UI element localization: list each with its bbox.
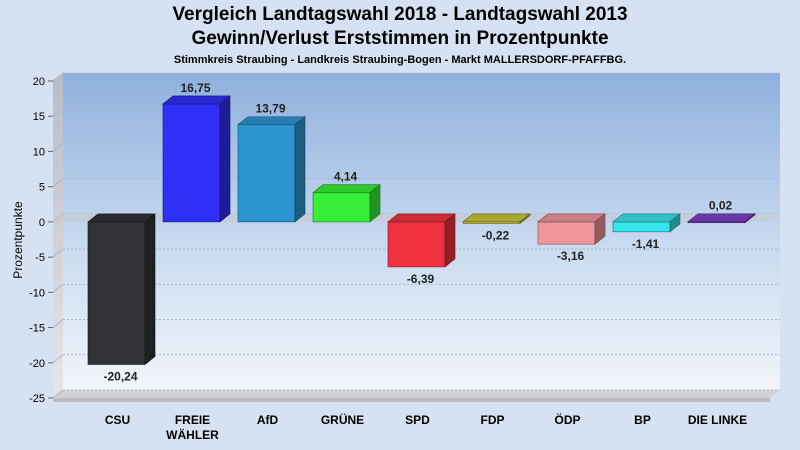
y-tick-label: 10	[33, 146, 45, 158]
bar-side	[294, 116, 306, 223]
bar-front	[612, 221, 671, 233]
bar-bp	[612, 213, 681, 233]
y-tick-label: -5	[35, 252, 45, 264]
chart-title: Vergleich Landtagswahl 2018 - Landtagswa…	[172, 4, 628, 25]
bar-side	[219, 95, 231, 223]
floor	[53, 390, 780, 398]
x-tick-label: DIE LINKE	[688, 413, 747, 427]
chart-caption: Stimmkreis Straubing - Landkreis Straubi…	[173, 54, 627, 66]
bar-top	[87, 213, 156, 223]
bar-side	[744, 213, 756, 224]
floor-edge	[53, 398, 770, 402]
gridline-side	[52, 354, 64, 364]
y-tick-label: -10	[29, 287, 45, 299]
y-tick-label: 20	[33, 76, 45, 88]
bar-top	[312, 184, 381, 194]
y-tick-label: 15	[33, 111, 45, 123]
data-label: -3,16	[557, 249, 585, 263]
bar-spd	[387, 213, 456, 268]
bar-afd	[237, 116, 306, 223]
bar-front	[387, 221, 446, 268]
x-tick-label: FREIE	[175, 413, 210, 427]
data-label: 0,02	[709, 199, 733, 213]
data-label: 13,79	[255, 102, 285, 116]
gridline-side	[52, 178, 64, 188]
bar-top	[687, 213, 756, 223]
chart-subtitle: Gewinn/Verlust Erststimmen in Prozentpun…	[191, 28, 609, 49]
bar-top	[537, 213, 606, 223]
bar-csu	[87, 213, 156, 366]
bar-side	[144, 213, 156, 366]
gridline-side	[52, 283, 64, 293]
bar-side	[369, 184, 381, 223]
bar-top	[462, 213, 531, 223]
y-tick-label: -15	[29, 323, 45, 335]
bar-side	[519, 213, 531, 225]
x-tick-label: FDP	[481, 413, 505, 427]
bar-top	[162, 95, 231, 105]
x-tick-label: WÄHLER	[166, 427, 219, 442]
bar-side	[594, 213, 606, 245]
bar-top	[387, 213, 456, 223]
bar-die-linke	[687, 213, 756, 224]
data-label: -0,22	[482, 228, 510, 242]
bar-front	[237, 124, 296, 223]
bar-side	[669, 213, 681, 233]
x-tick-label: CSU	[105, 413, 130, 427]
bar-gr-ne	[312, 184, 381, 223]
bar-front	[87, 221, 146, 365]
y-axis-label: Prozentpunkte	[11, 201, 25, 279]
bar-fdp	[462, 213, 531, 225]
data-label: 16,75	[180, 81, 210, 95]
gridline-side	[52, 319, 64, 328]
bar-front	[312, 192, 371, 223]
data-label: 4,14	[334, 170, 358, 184]
x-tick-label: AfD	[257, 413, 279, 427]
gridline-side	[52, 389, 64, 399]
gridline-side	[52, 72, 64, 82]
x-tick-label: GRÜNE	[321, 412, 364, 427]
side-wall	[53, 73, 63, 398]
data-label: -1,41	[632, 237, 660, 251]
gridline-side	[52, 107, 64, 117]
gridline-side	[52, 143, 64, 152]
bar--dp	[537, 213, 606, 245]
y-tick-label: -20	[29, 358, 45, 370]
y-tick-label: -25	[29, 393, 45, 405]
data-label: -6,39	[407, 272, 435, 286]
bar-freie-w-hler	[162, 95, 231, 223]
x-tick-label: SPD	[405, 413, 430, 427]
bar-side	[444, 213, 456, 268]
bar-top	[612, 213, 681, 223]
data-label: -20,24	[103, 369, 137, 383]
x-tick-label: ÖDP	[554, 412, 580, 427]
x-tick-label: BP	[634, 413, 651, 427]
gridline-side	[52, 248, 64, 258]
y-tick-label: 5	[39, 182, 45, 194]
bar-front	[537, 221, 596, 245]
y-tick-label: 0	[39, 217, 45, 229]
bar-front	[162, 103, 221, 223]
bar-top	[237, 116, 306, 126]
